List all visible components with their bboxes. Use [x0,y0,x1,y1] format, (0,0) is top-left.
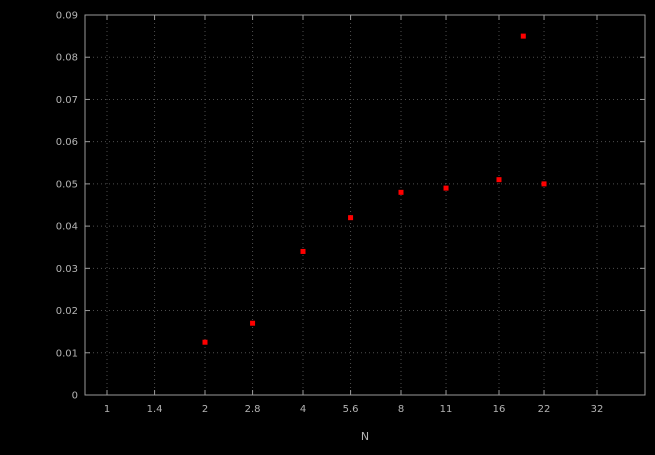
y-tick-label: 0.08 [56,53,78,64]
data-point [250,320,256,326]
y-tick-label: 0.07 [56,95,78,106]
x-tick-label: 4 [300,404,306,415]
x-tick-label: 1 [104,404,110,415]
x-tick-label: 8 [398,404,404,415]
y-tick-label: 0.03 [56,264,78,275]
x-tick-label: 2 [202,404,208,415]
x-tick-label: 5.6 [343,404,359,415]
x-tick-label: 1.4 [147,404,163,415]
x-tick-label: 22 [538,404,551,415]
x-tick-label: 11 [440,404,453,415]
data-point [541,181,547,187]
data-point [520,33,526,39]
x-tick-label: 2.8 [245,404,261,415]
data-point [202,339,208,345]
y-tick-label: 0.09 [56,11,78,22]
data-point [300,248,306,254]
y-tick-label: 0.06 [56,137,78,148]
y-tick-label: 0.04 [56,222,78,233]
y-tick-label: 0.01 [56,348,78,359]
x-tick-label: 16 [493,404,506,415]
x-axis-label: N [360,430,370,443]
y-tick-label: 0 [72,391,78,402]
data-point [348,215,354,221]
plot-border [84,14,646,396]
y-tick-label: 0.05 [56,179,78,190]
x-tick-label: 32 [591,404,604,415]
data-point [398,189,404,195]
y-tick-label: 0.02 [56,306,78,317]
data-point [496,177,502,183]
data-point [443,185,449,191]
